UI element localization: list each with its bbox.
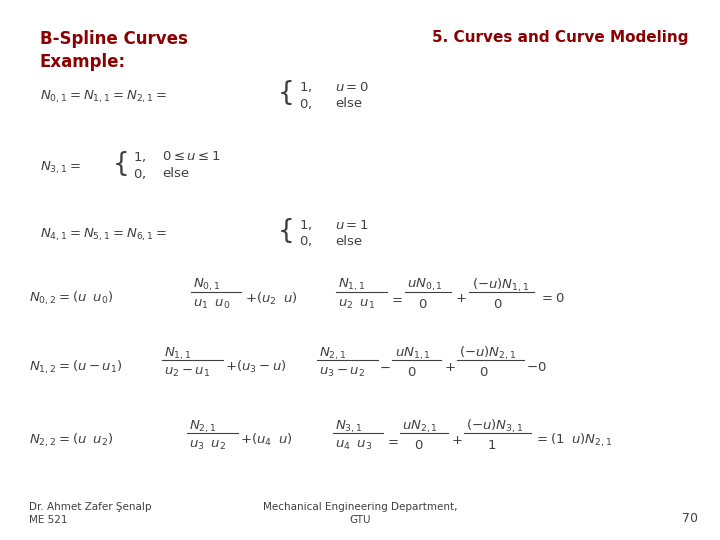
Text: $(-u)N_{3,1}$: $(-u)N_{3,1}$	[466, 418, 523, 435]
Text: $\{$: $\{$	[112, 148, 127, 178]
Text: $0$: $0$	[418, 298, 427, 310]
Text: $0,$: $0,$	[299, 234, 312, 248]
Text: 70: 70	[683, 512, 698, 525]
Text: $(-u)N_{1,1}$: $(-u)N_{1,1}$	[472, 276, 529, 294]
Text: $+$: $+$	[451, 434, 462, 447]
Text: $N_{2,1}$: $N_{2,1}$	[319, 346, 346, 362]
Text: $u_3 \;\; u_2$: $u_3 \;\; u_2$	[189, 439, 227, 452]
Text: $=$: $=$	[389, 292, 403, 305]
Text: $\{$: $\{$	[277, 216, 292, 245]
Text: $N_{2,2} = (u \;\; u_2)$: $N_{2,2} = (u \;\; u_2)$	[29, 431, 113, 449]
Text: Mechanical Engineering Department,
GTU: Mechanical Engineering Department, GTU	[263, 502, 457, 525]
Text: $1,$: $1,$	[133, 150, 146, 164]
Text: else: else	[335, 97, 362, 110]
Text: $N_{0,2} = (u \;\; u_0)$: $N_{0,2} = (u \;\; u_0)$	[29, 290, 113, 307]
Text: $N_{1,1}$: $N_{1,1}$	[164, 346, 192, 362]
Text: $0,$: $0,$	[133, 167, 146, 181]
Text: else: else	[162, 167, 189, 180]
Text: $u_3 - u_2$: $u_3 - u_2$	[319, 366, 365, 379]
Text: $0$: $0$	[414, 439, 423, 452]
Text: $N_{0,1}$: $N_{0,1}$	[193, 277, 220, 293]
Text: $N_{3,1}$: $N_{3,1}$	[335, 418, 362, 435]
Text: $N_{1,1}$: $N_{1,1}$	[338, 277, 366, 293]
Text: $\{$: $\{$	[277, 78, 292, 107]
Text: Dr. Ahmet Zafer Şenalp
ME 521: Dr. Ahmet Zafer Şenalp ME 521	[29, 502, 151, 525]
Text: $1,$: $1,$	[299, 218, 312, 232]
Text: $N_{0,1} = N_{1,1} = N_{2,1} =$: $N_{0,1} = N_{1,1} = N_{2,1} =$	[40, 89, 167, 105]
Text: $1,$: $1,$	[299, 80, 312, 94]
Text: $uN_{1,1}$: $uN_{1,1}$	[395, 346, 431, 362]
Text: $0,$: $0,$	[299, 97, 312, 111]
Text: B-Spline Curves
Example:: B-Spline Curves Example:	[40, 30, 187, 71]
Text: $u = 0$: $u = 0$	[335, 81, 369, 94]
Text: $+ (u_2 \;\; u)$: $+ (u_2 \;\; u)$	[245, 291, 297, 307]
Text: $u_2 \;\; u_1$: $u_2 \;\; u_1$	[338, 298, 376, 310]
Text: $u_4 \;\; u_3$: $u_4 \;\; u_3$	[335, 439, 372, 452]
Text: $0 \leq u \leq 1$: $0 \leq u \leq 1$	[162, 150, 220, 163]
Text: $+$: $+$	[455, 292, 467, 305]
Text: $N_{2,1}$: $N_{2,1}$	[189, 418, 217, 435]
Text: $0$: $0$	[407, 366, 416, 379]
Text: $1$: $1$	[487, 439, 497, 452]
Text: $= (1 \;\; u)N_{2,1}$: $= (1 \;\; u)N_{2,1}$	[534, 431, 613, 449]
Text: $0$: $0$	[493, 298, 503, 310]
Text: $= 0$: $= 0$	[539, 292, 564, 305]
Text: $=$: $=$	[385, 434, 400, 447]
Text: $-$: $-$	[379, 361, 391, 374]
Text: $u = 1$: $u = 1$	[335, 219, 369, 232]
Text: $N_{3,1} =$: $N_{3,1} =$	[40, 159, 81, 176]
Text: $(-u)N_{2,1}$: $(-u)N_{2,1}$	[459, 345, 517, 362]
Text: $N_{4,1} = N_{5,1} = N_{6,1} =$: $N_{4,1} = N_{5,1} = N_{6,1} =$	[40, 227, 167, 243]
Text: $+$: $+$	[444, 361, 456, 374]
Text: $uN_{2,1}$: $uN_{2,1}$	[402, 418, 438, 435]
Text: $uN_{0,1}$: $uN_{0,1}$	[407, 277, 443, 293]
Text: $u_2 - u_1$: $u_2 - u_1$	[164, 366, 210, 379]
Text: $0$: $0$	[479, 366, 488, 379]
Text: $+ (u_4 \;\; u)$: $+ (u_4 \;\; u)$	[240, 432, 293, 448]
Text: $+ (u_3 - u)$: $+ (u_3 - u)$	[225, 359, 287, 375]
Text: else: else	[335, 235, 362, 248]
Text: $- 0$: $- 0$	[526, 361, 546, 374]
Text: $N_{1,2} = (u - u_1)$: $N_{1,2} = (u - u_1)$	[29, 359, 122, 376]
Text: $u_1 \;\; u_0$: $u_1 \;\; u_0$	[193, 298, 230, 310]
Text: 5. Curves and Curve Modeling: 5. Curves and Curve Modeling	[432, 30, 688, 45]
